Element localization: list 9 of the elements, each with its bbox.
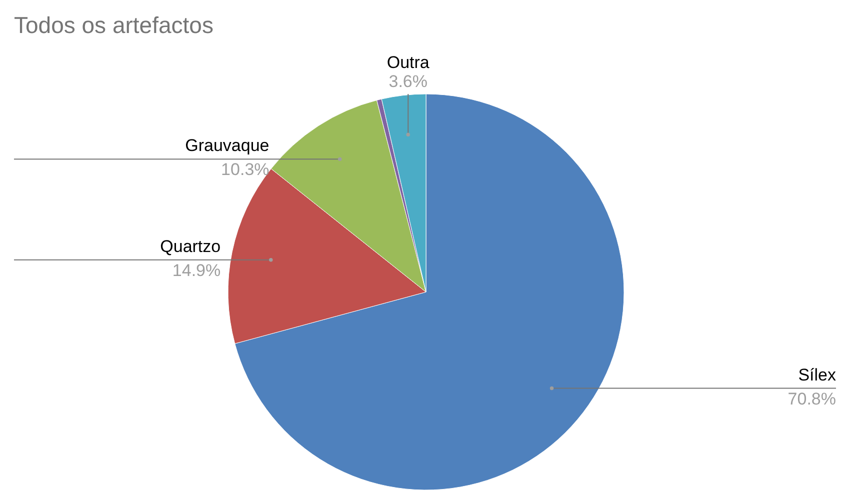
slice-label: Quartzo [160, 236, 221, 256]
slice-label: Grauvaque [185, 136, 270, 156]
data-label: 70.8% [788, 389, 836, 408]
data-label: 10.3% [221, 160, 270, 180]
data-label: 14.9% [172, 260, 221, 280]
chart-title: Todos os artefactos [14, 12, 214, 38]
slice-label: Outra [386, 53, 430, 72]
slice-label: Sílex [798, 365, 836, 384]
data-label: 3.6% [388, 72, 428, 91]
